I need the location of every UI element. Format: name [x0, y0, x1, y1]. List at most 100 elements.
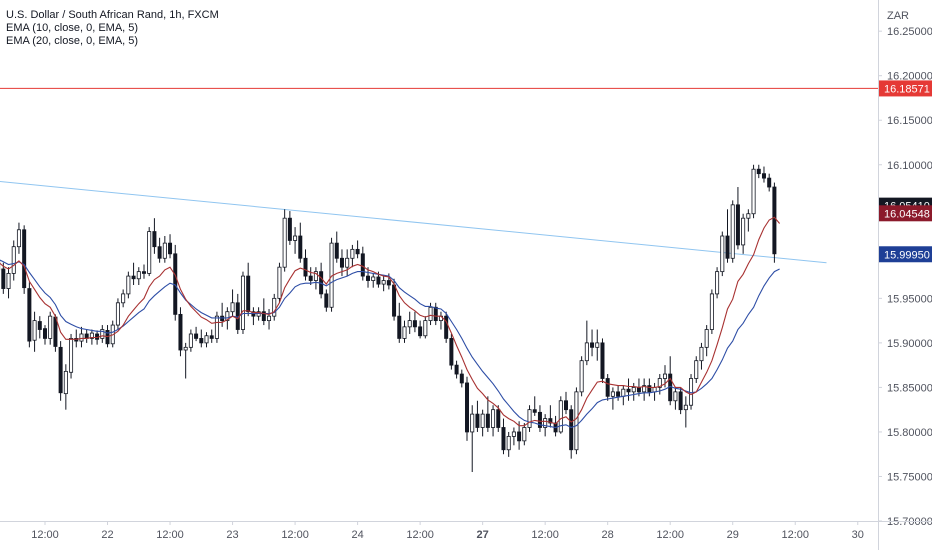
candle-body: [741, 217, 746, 246]
y-tick-label: 16.20000: [887, 71, 932, 83]
candle-body: [558, 400, 563, 433]
candle-body: [63, 370, 68, 395]
candle-body: [6, 273, 11, 289]
candle-body: [287, 217, 292, 241]
x-tick-label: 12:00: [781, 529, 809, 541]
price-tag-label: 15.99950: [884, 249, 930, 261]
candle-body: [772, 186, 777, 255]
price-tag-label: 16.04548: [884, 208, 930, 220]
candle-body: [308, 275, 313, 281]
candle-body: [491, 409, 496, 428]
ema-10-line: [0, 216, 781, 427]
candle-body: [751, 168, 756, 215]
candle-body: [626, 388, 631, 393]
candle-body: [136, 271, 141, 280]
candle-body: [261, 311, 266, 322]
candle-body: [647, 385, 652, 393]
x-tick-label: 28: [602, 529, 614, 541]
candle-body: [121, 293, 126, 304]
candle-body: [366, 275, 371, 281]
candle-body: [662, 373, 667, 379]
candle-body: [214, 315, 219, 339]
price-tag-bg: [879, 246, 932, 263]
candle-body: [345, 257, 350, 268]
candle-body: [465, 382, 470, 433]
candle-body: [371, 276, 376, 281]
candle-body: [527, 409, 532, 428]
candle-body: [313, 271, 318, 281]
price-axis: ZAR 16.25000 16.20000 16.15000 16.10000 15.95…: [878, 10, 932, 528]
price-tag: 15.99950: [879, 246, 932, 263]
candle-body: [293, 235, 298, 241]
candle-body: [303, 257, 308, 277]
candle-body: [209, 335, 214, 339]
candle-body: [735, 204, 740, 246]
candle-body: [22, 229, 27, 289]
y-tick-label: 15.90000: [887, 338, 932, 350]
candle-body: [709, 293, 714, 330]
x-tick-label: 29: [727, 529, 739, 541]
candle-body: [584, 342, 589, 362]
ema-20-legend: EMA (20, close, 0, EMA, 5): [6, 35, 139, 47]
candle-body: [449, 338, 454, 366]
candle-body: [600, 342, 605, 379]
time-axis-separator: [0, 521, 932, 522]
x-tick-label: 22: [101, 529, 113, 541]
candle-body: [48, 315, 53, 339]
candle-body: [511, 431, 516, 437]
candle-body: [277, 266, 282, 299]
candle-body: [225, 311, 230, 322]
candle-body: [355, 248, 360, 255]
candle-body: [506, 435, 511, 451]
candle-body: [610, 391, 615, 397]
trendline: [0, 180, 827, 264]
candle-body: [767, 177, 772, 188]
candles-group: [0, 164, 777, 473]
candle-body: [272, 297, 277, 317]
candle-body: [1, 268, 6, 289]
candle-body: [704, 329, 709, 348]
candle-body: [761, 173, 766, 179]
candle-body: [381, 280, 386, 285]
x-tick-label: 23: [226, 529, 238, 541]
candle-body: [298, 235, 303, 259]
candle-body: [746, 213, 751, 219]
y-tick-label: 15.75000: [887, 471, 932, 483]
candle-body: [69, 338, 74, 373]
candle-body: [683, 404, 688, 411]
candle-body: [730, 204, 735, 259]
candle-body: [162, 242, 167, 259]
candle-body: [194, 333, 199, 339]
x-tick-label: 24: [351, 529, 363, 541]
candle-body: [496, 409, 501, 428]
candle-body: [188, 333, 193, 348]
candle-body: [480, 413, 485, 428]
candle-body: [16, 229, 21, 248]
candle-body: [715, 271, 720, 295]
candle-body: [282, 217, 287, 268]
candle-body: [11, 246, 16, 274]
y-tick-label: 16.10000: [887, 160, 932, 172]
candle-body: [157, 246, 162, 259]
candle-body: [412, 320, 417, 328]
candle-body: [178, 313, 183, 351]
time-axis: 12:00 22 12:00 23 12:00 24 12:00 27 12:00 28 12:00…: [31, 521, 864, 541]
candle-body: [574, 391, 579, 451]
candle-body: [522, 427, 527, 442]
candle-body: [407, 320, 412, 328]
candle-body: [569, 409, 574, 451]
candle-body: [673, 391, 678, 402]
currency-label: ZAR: [887, 10, 909, 22]
candle-body: [100, 329, 105, 339]
candle-body: [32, 320, 37, 341]
ema-20-line: [0, 259, 780, 429]
candle-body: [115, 302, 120, 326]
price-tag: 16.18571: [879, 80, 932, 97]
candle-body: [423, 320, 428, 337]
candle-body: [199, 338, 204, 344]
y-tick-label: 15.85000: [887, 382, 932, 394]
x-tick-label: 12:00: [156, 529, 184, 541]
candle-body: [204, 335, 209, 344]
